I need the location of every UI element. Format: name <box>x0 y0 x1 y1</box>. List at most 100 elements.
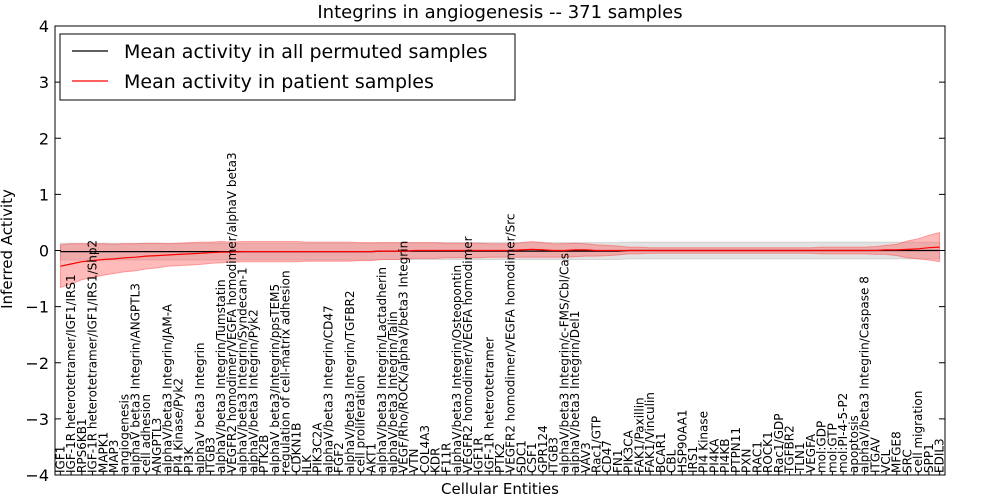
category-label: PTK2 <box>493 443 507 473</box>
category-label: alphaV/beta3 Integrin/Del1 <box>568 311 582 473</box>
category-label: mol:PI-4-5-P2 <box>836 393 850 473</box>
category-label: PTK2B <box>257 435 271 473</box>
category-label: PI4KB <box>718 438 732 473</box>
category-label: IGF-1R heterotetramer/IGF1/IRS1/Shp2 <box>86 240 100 473</box>
y-tick-label: −4 <box>25 466 49 485</box>
category-label: IGF1R <box>472 437 486 473</box>
category-label: BCAR1 <box>654 432 668 473</box>
category-label: MAPK1 <box>96 432 110 473</box>
category-label: alphaV beta3 Integrin <box>193 342 207 473</box>
confidence-bands <box>59 231 941 289</box>
category-label: IRS1 <box>686 446 700 473</box>
category-label: VTN <box>407 448 421 473</box>
category-label: alphaV/beta3 Integrin/Talin <box>386 311 400 473</box>
category-label: ITGAV <box>868 436 882 473</box>
category-label: alphaV beta3 Integrin/ANGPTL3 <box>128 283 142 473</box>
category-label: IGF-1R heterotetramer <box>482 337 496 473</box>
patient-mean-line <box>60 246 940 267</box>
category-label: FAK1/Paxillin <box>632 397 646 473</box>
y-tick-label: −2 <box>25 354 49 373</box>
category-label: VEGFR2 homodimer/VEGFA homodimer <box>461 236 475 473</box>
legend: Mean activity in all permuted samples Me… <box>59 33 516 101</box>
category-label: TLN1 <box>793 442 807 474</box>
category-label: PI4 Kinase <box>697 411 711 473</box>
patient-confidence-band <box>59 231 941 289</box>
chart-title: Integrins in angiogenesis -- 371 samples <box>317 2 682 23</box>
category-label: CSF1 <box>525 442 539 473</box>
category-label: SRC <box>901 449 915 473</box>
category-label: IGF1 <box>53 446 67 473</box>
category-label: cell adhesion <box>139 394 153 473</box>
y-axis-label: Inferred Activity <box>0 189 16 309</box>
y-tick-label: 3 <box>39 73 49 92</box>
category-label: alphaV/beta3 Integrin/Osteopontin <box>450 265 464 473</box>
category-label: HSP90AA1 <box>675 409 689 473</box>
category-label: EDIL3 <box>933 438 947 473</box>
category-label: TGFBR2 <box>783 425 797 474</box>
category-label: alphaV/beta3 Integrin/CD47 <box>321 305 335 473</box>
category-label: cell proliferation <box>354 375 368 473</box>
category-label: FN1 <box>611 449 625 473</box>
category-label: AKT1 <box>364 443 378 473</box>
category-label: PIK3CA <box>622 429 636 473</box>
category-label: PI3K <box>182 446 196 473</box>
category-label: PTPN11 <box>729 427 743 473</box>
category-label: ANGPTL3 <box>150 418 164 473</box>
y-tick-label: 0 <box>39 242 49 261</box>
category-label: IGF-1R heterotetramer/IGF1/IRS1 <box>64 274 78 473</box>
category-label: Rac1/GTP <box>590 416 604 473</box>
y-axis-ticks: −4 −3 −2 −1 0 1 2 3 4 <box>25 17 945 485</box>
x-axis-label: Cellular Entities <box>441 480 559 498</box>
category-label: PI4 Kinase/Pyk2 <box>171 378 185 473</box>
category-label: alphaV/beta3 Integrin/JAM-A <box>161 303 175 473</box>
category-label: FAK1/Vinculin <box>643 392 657 473</box>
category-label: VEGF/Rho/ROCK/alphaV/beta3 Integrin <box>397 241 411 473</box>
category-label: ILK <box>300 454 314 473</box>
category-label: SDC1 <box>514 440 528 473</box>
category-label: cell migration <box>911 391 925 473</box>
category-label: MAP3 <box>107 440 121 473</box>
y-tick-label: 1 <box>39 185 49 204</box>
legend-permuted-label: Mean activity in all permuted samples <box>124 41 487 63</box>
category-label: angiogenesis <box>118 394 132 473</box>
y-tick-label: 4 <box>39 17 49 36</box>
category-label: RAC1 <box>750 441 764 473</box>
category-label: VAV3 <box>579 442 593 473</box>
category-label: PI4KA <box>708 438 722 473</box>
plot-frame <box>54 25 946 476</box>
category-label: RPS6KB1 <box>75 418 89 473</box>
y-tick-label: 2 <box>39 129 49 148</box>
category-label: FGF2 <box>332 442 346 473</box>
category-label: GPR124 <box>536 425 550 473</box>
category-label: mol:GTP <box>825 423 839 473</box>
category-label: VEGFA <box>804 433 818 473</box>
category-label: alphaV/beta3 Integrin/c-FMS/Cbl/Cas <box>557 253 571 473</box>
category-label: SPP1 <box>922 443 936 473</box>
legend-patient-label: Mean activity in patient samples <box>124 71 434 93</box>
category-label: VCL <box>879 449 893 473</box>
category-label: ITGB3 <box>204 437 218 473</box>
category-label: CBL <box>665 449 679 473</box>
category-label: MFGE8 <box>890 431 904 473</box>
category-label: VEGFR2 homodimer/VEGFA homodimer/alphaV … <box>225 152 239 473</box>
y-tick-label: −1 <box>25 298 49 317</box>
category-label: regulation of cell-matrix adhesion <box>279 270 293 473</box>
category-label: F11R <box>439 442 453 473</box>
category-label: CD47 <box>600 440 614 473</box>
category-label: alphaV/beta3 Integrin/Syndecan-1 <box>236 267 250 473</box>
y-tick-label: −3 <box>25 410 49 429</box>
category-label: KDR <box>429 448 443 473</box>
series-lines <box>60 246 940 267</box>
category-label: PXN <box>740 449 754 473</box>
category-label: PIK3C2A <box>311 422 325 473</box>
category-label: alphaV/beta3 Integrin/Lactadherin <box>375 267 389 473</box>
category-label: alphaV/beta3 Integrin/TGFBR2 <box>343 290 357 473</box>
category-label: mol:GDP <box>815 421 829 473</box>
category-label: VEGFR2 homodimer/VEGFA homodimer/Src <box>504 213 518 473</box>
category-label: alphaV/beta3 Integrin/Caspase 8 <box>858 276 872 473</box>
category-label: CDKN1B <box>289 423 303 473</box>
category-label: ROCK1 <box>761 431 775 473</box>
